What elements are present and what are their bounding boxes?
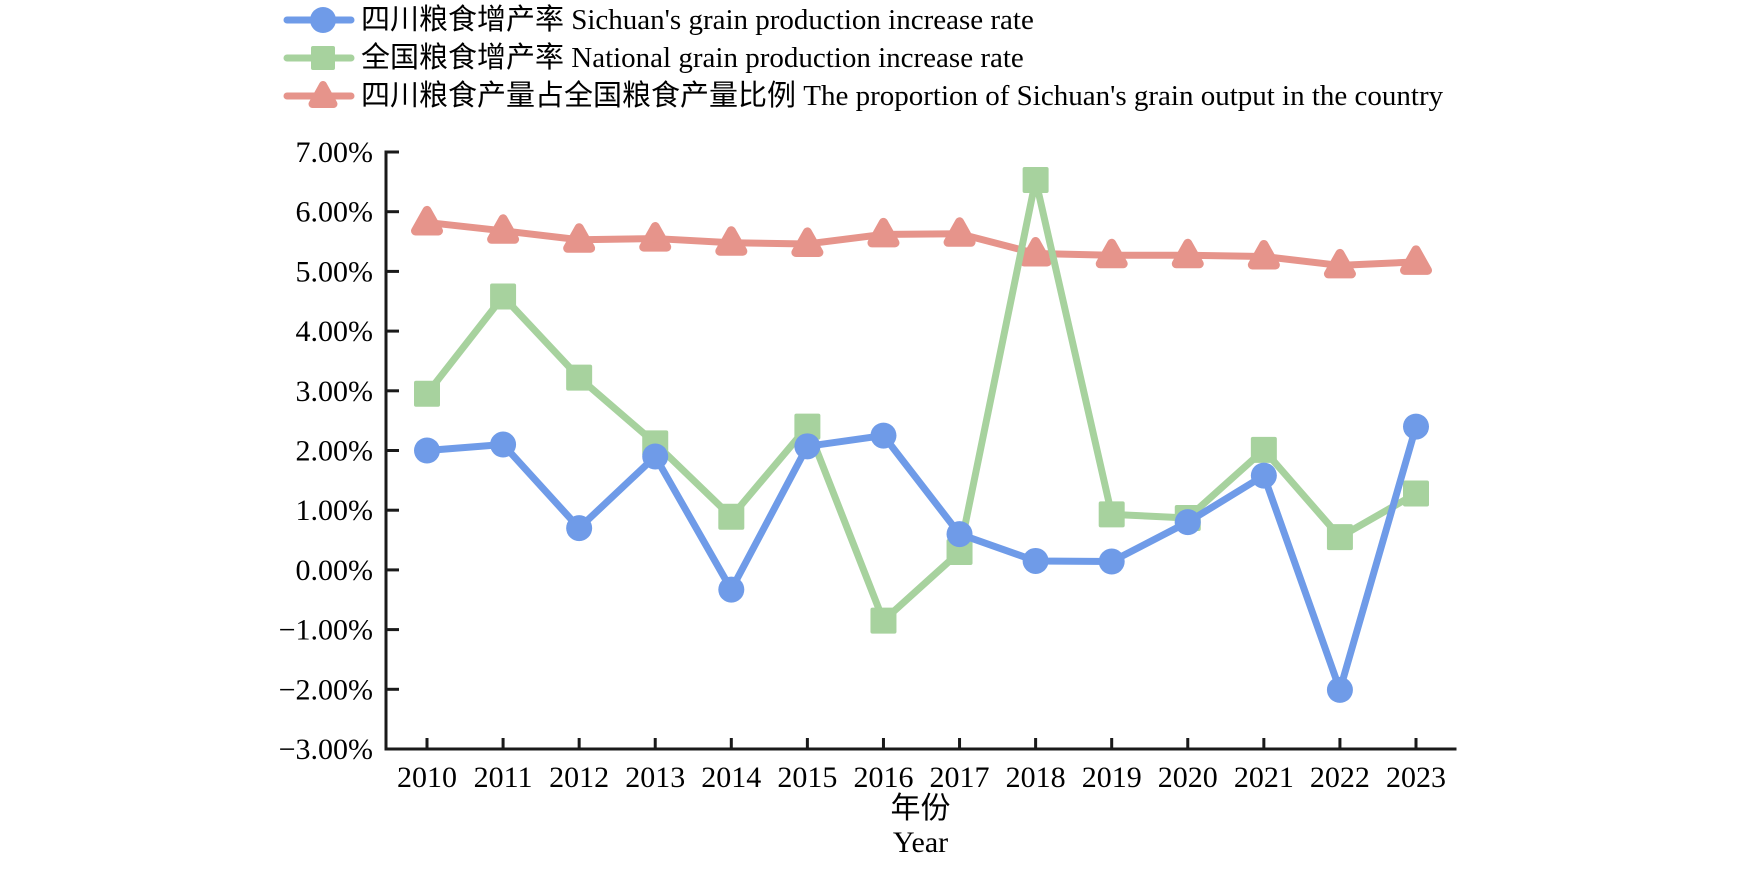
x-tick-label: 2013	[625, 761, 685, 794]
data-point-marker	[1171, 238, 1204, 269]
x-tick-label: 2023	[1386, 761, 1446, 794]
data-point-marker	[870, 422, 897, 449]
legend-item-national-rate: 全国粮食增产率 National grain production increa…	[283, 40, 1443, 75]
data-point-marker	[639, 222, 672, 252]
data-point-marker	[715, 226, 748, 256]
circle-marker-icon	[283, 6, 355, 33]
y-tick-label: 5.00%	[296, 255, 374, 288]
data-point-marker	[718, 503, 745, 530]
y-tick-label: 2.00%	[296, 435, 374, 468]
data-point-marker	[1247, 239, 1280, 270]
data-point-marker	[1174, 509, 1201, 536]
data-point-marker	[946, 521, 973, 548]
legend-label-proportion: 四川粮食产量占全国粮食产量比例 The proportion of Sichua…	[361, 79, 1444, 112]
y-tick-label: 0.00%	[296, 554, 374, 587]
data-point-marker	[642, 443, 669, 470]
data-point-marker	[566, 515, 593, 542]
legend-item-proportion: 四川粮食产量占全国粮食产量比例 The proportion of Sichua…	[283, 78, 1443, 113]
y-tick-label: 1.00%	[296, 494, 374, 527]
x-tick-label: 2021	[1234, 761, 1294, 794]
y-tick-label: −2.00%	[279, 673, 373, 706]
data-point-marker	[943, 217, 976, 247]
legend-label-national-rate: 全国粮食增产率 National grain production increa…	[361, 41, 1024, 74]
series-0	[414, 413, 1429, 703]
data-point-marker	[490, 283, 517, 310]
square-marker-icon	[283, 45, 355, 70]
data-point-marker	[1022, 547, 1049, 574]
data-point-marker	[794, 433, 821, 460]
y-tick-label: 7.00%	[296, 136, 374, 169]
legend: 四川粮食增产率 Sichuan's grain production incre…	[283, 2, 1443, 113]
data-point-marker	[1326, 676, 1353, 703]
x-axis-title-zh: 年份	[890, 792, 951, 825]
data-point-marker	[867, 217, 900, 248]
data-point-marker	[563, 223, 596, 253]
data-point-marker	[794, 413, 821, 440]
x-tick-label: 2010	[397, 761, 457, 794]
data-point-marker	[1250, 462, 1277, 489]
data-point-marker	[487, 214, 520, 244]
data-point-marker	[791, 227, 824, 257]
data-point-marker	[946, 538, 973, 565]
data-point-marker	[1098, 501, 1125, 528]
x-tick-label: 2015	[777, 761, 837, 794]
data-point-marker	[1403, 480, 1429, 507]
data-point-marker	[1400, 245, 1432, 275]
data-point-marker	[1019, 236, 1052, 267]
data-point-marker	[414, 437, 440, 464]
x-tick-label: 2011	[474, 761, 533, 794]
data-point-marker	[1323, 248, 1356, 279]
series-line	[423, 423, 1420, 694]
x-axis-title-en: Year	[892, 826, 949, 859]
y-tick-label: 3.00%	[296, 375, 374, 408]
y-tick-label: 6.00%	[296, 196, 374, 229]
triangle-marker-icon	[283, 80, 355, 108]
legend-label-sichuan-rate: 四川粮食增产率 Sichuan's grain production incre…	[361, 3, 1034, 36]
data-point-marker	[411, 205, 443, 236]
legend-item-sichuan-rate: 四川粮食增产率 Sichuan's grain production incre…	[283, 2, 1443, 37]
series-2	[411, 205, 1432, 279]
x-tick-label: 2014	[701, 761, 761, 794]
x-tick-label: 2022	[1310, 761, 1370, 794]
data-point-marker	[1403, 413, 1429, 440]
y-tick-label: −3.00%	[279, 733, 373, 766]
x-tick-label: 2012	[549, 761, 609, 794]
data-point-marker	[414, 380, 440, 407]
y-tick-label: −1.00%	[279, 614, 373, 647]
axes	[384, 150, 1457, 751]
data-point-marker	[1022, 167, 1049, 194]
series-line	[423, 218, 1420, 269]
data-point-marker	[490, 431, 517, 458]
data-point-marker	[1326, 524, 1353, 551]
data-point-marker	[1098, 548, 1125, 575]
x-axis-ticks: 2010 2011 2012 2013 2014 2015 2016 2017 2018 2019…	[397, 738, 1446, 794]
x-tick-label: 2019	[1082, 761, 1142, 794]
y-axis-ticks: 7.00% 6.00% 5.00% 4.00% 3.00% 2.00% 1.00% 0.00%…	[279, 136, 399, 766]
x-tick-label: 2016	[853, 761, 913, 794]
x-tick-label: 2020	[1158, 761, 1218, 794]
x-tick-label: 2017	[930, 761, 990, 794]
y-tick-label: 4.00%	[296, 315, 374, 348]
data-point-marker	[1095, 238, 1128, 269]
data-point-marker	[870, 607, 897, 634]
data-point-marker	[718, 576, 745, 603]
data-point-marker	[566, 364, 593, 391]
data-point-marker	[1250, 436, 1277, 463]
x-tick-label: 2018	[1006, 761, 1066, 794]
